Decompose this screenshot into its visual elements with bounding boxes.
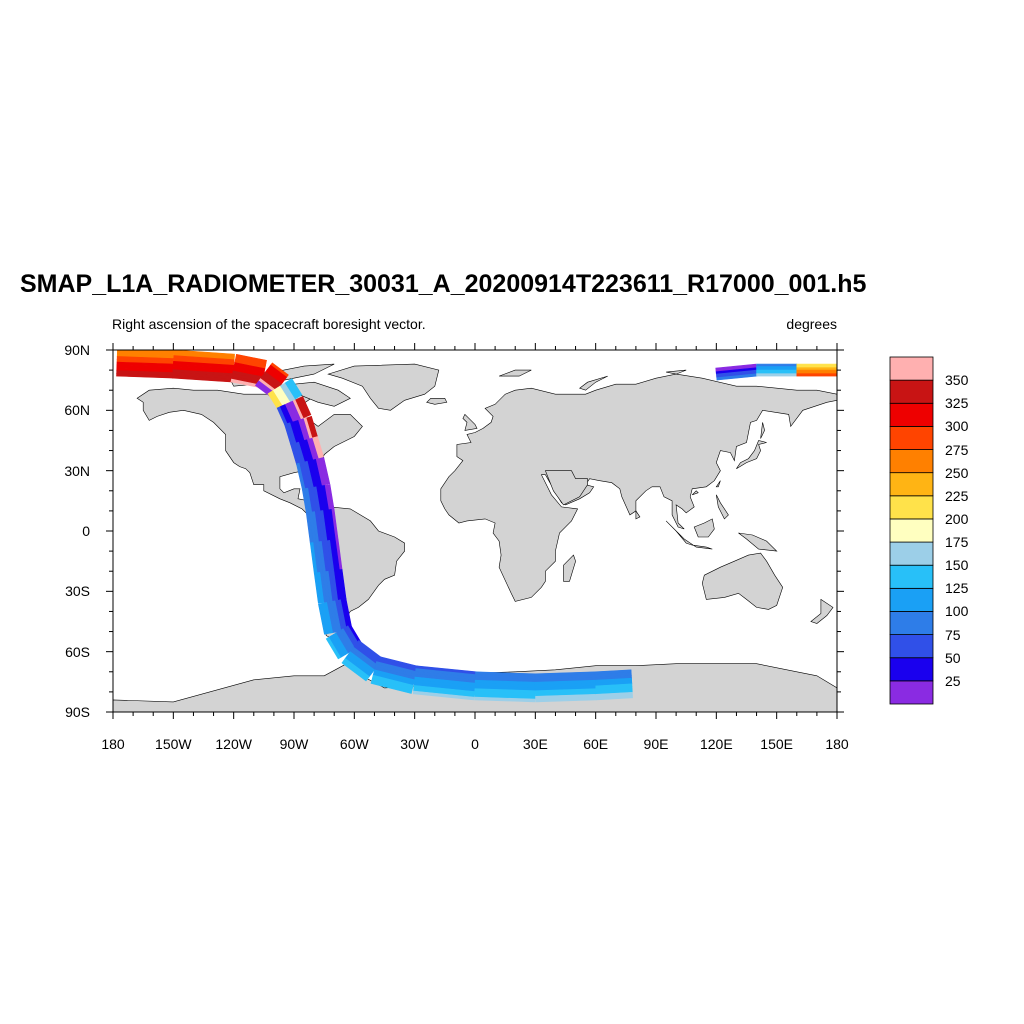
swath-east-cell	[796, 374, 837, 377]
x-tick-label: 90E	[643, 736, 669, 752]
land-japan	[736, 440, 767, 469]
colorbar-label: 250	[945, 464, 969, 481]
colorbar-box	[889, 472, 934, 497]
x-tick-label: 120W	[215, 736, 252, 752]
land-new-guinea	[738, 532, 778, 552]
colorbar-box	[889, 657, 934, 682]
colorbar-box	[889, 634, 934, 659]
colorbar-box	[889, 495, 934, 520]
x-tick-label: 180	[101, 736, 125, 752]
x-tick-label: 90W	[279, 736, 309, 752]
land-arabia-fill	[544, 470, 588, 506]
colorbar-label: 325	[945, 395, 969, 412]
plot-title: SMAP_L1A_RADIOMETER_30031_A_20200914T223…	[20, 270, 867, 298]
colorbar-label: 50	[945, 649, 961, 666]
x-tick-label: 180	[825, 736, 849, 752]
x-tick-label: 30W	[400, 736, 430, 752]
land-new-zealand	[810, 598, 834, 624]
swath-cell	[341, 660, 369, 682]
swath-east-cell	[796, 368, 837, 371]
land-novaya-zemlya	[578, 375, 608, 391]
land-borneo	[693, 518, 715, 538]
x-tick-label: 150E	[760, 736, 794, 752]
land-iceland	[426, 397, 448, 405]
land-svalbard	[498, 369, 532, 377]
swath-east-cell	[756, 374, 798, 377]
x-tick-label: 60W	[339, 736, 369, 752]
colorbar-box	[889, 402, 934, 427]
colorbar-box	[889, 425, 934, 450]
land-sakhalin	[760, 422, 765, 439]
colorbar-label: 175	[945, 534, 969, 551]
colorbar	[889, 356, 934, 705]
y-tick-label: 90N	[64, 342, 90, 358]
swath-cell	[313, 572, 322, 604]
colorbar-box	[889, 541, 934, 566]
x-tick-label: 30E	[522, 736, 548, 752]
colorbar-box	[889, 356, 934, 381]
y-tick-label: 90S	[65, 704, 90, 720]
y-tick-label: 30N	[64, 462, 90, 479]
land-severnaya	[666, 369, 687, 375]
y-tick-label: 0	[82, 523, 90, 539]
swath-cell	[412, 690, 475, 701]
colorbar-label: 225	[945, 487, 969, 504]
colorbar-box	[889, 379, 934, 404]
colorbar-label: 25	[945, 672, 961, 689]
colorbar-label: 275	[945, 441, 969, 458]
colorbar-box	[889, 449, 934, 474]
colorbar-label: 100	[945, 603, 969, 620]
colorbar-box	[889, 680, 934, 705]
y-tick-label: 30S	[65, 583, 90, 600]
swath-cell	[595, 694, 633, 701]
colorbar-label: 350	[945, 372, 969, 389]
colorbar-label: 125	[945, 580, 969, 597]
swath-cell	[318, 603, 328, 635]
land-philippines	[716, 494, 729, 520]
land-uk	[462, 413, 478, 431]
plot-subtitle: Right ascension of the spacecraft boresi…	[112, 316, 426, 332]
x-tick-label: 150W	[155, 736, 192, 752]
land-greenland	[327, 363, 440, 411]
x-tick-label: 120E	[699, 736, 733, 752]
colorbar-label: 300	[945, 418, 969, 435]
colorbar-box	[889, 518, 934, 543]
y-tick-label: 60S	[65, 643, 90, 660]
land-indonesia	[665, 520, 713, 550]
land-sri-lanka	[635, 509, 641, 520]
swath-cell	[370, 680, 413, 694]
land-taiwan	[715, 480, 721, 488]
colorbar-box	[889, 587, 934, 612]
land-hainan	[691, 490, 699, 496]
swath-layer	[116, 350, 837, 703]
y-tick-label: 60N	[64, 402, 90, 419]
colorbar-box	[889, 564, 934, 589]
colorbar-label: 75	[945, 626, 961, 643]
units-label: degrees	[786, 316, 837, 332]
colorbar-label: 200	[945, 510, 969, 527]
swath-cell	[325, 636, 342, 660]
land-australia	[701, 552, 784, 610]
x-tick-label: 0	[471, 736, 479, 752]
axis-ticks	[106, 343, 844, 719]
colorbar-box	[889, 611, 934, 636]
land-baffin	[293, 381, 351, 407]
swath-cell	[474, 696, 536, 703]
land-africa-eurasia	[440, 373, 837, 602]
colorbar-label: 150	[945, 557, 969, 574]
land-madagascar	[563, 554, 576, 582]
x-tick-label: 60E	[583, 736, 609, 752]
